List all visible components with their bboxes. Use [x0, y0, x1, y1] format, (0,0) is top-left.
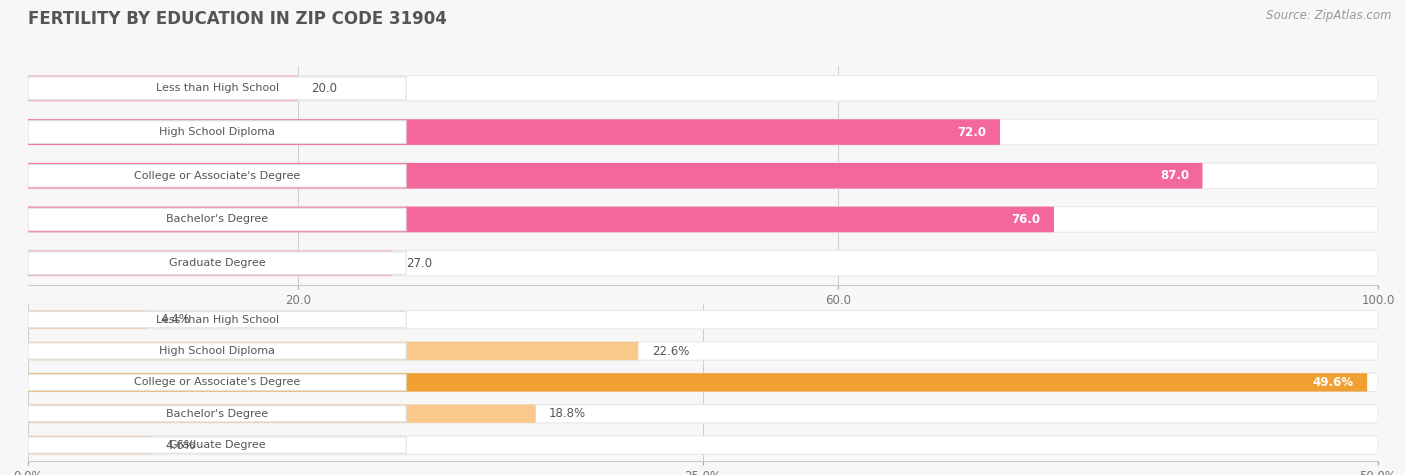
Text: 27.0: 27.0: [406, 256, 432, 270]
FancyBboxPatch shape: [28, 343, 406, 359]
FancyBboxPatch shape: [28, 119, 1000, 145]
FancyBboxPatch shape: [28, 163, 1378, 189]
FancyBboxPatch shape: [28, 406, 406, 422]
FancyBboxPatch shape: [28, 121, 406, 143]
Text: Bachelor's Degree: Bachelor's Degree: [166, 214, 269, 225]
FancyBboxPatch shape: [28, 437, 406, 453]
FancyBboxPatch shape: [28, 374, 406, 390]
Text: 4.6%: 4.6%: [166, 438, 195, 452]
Text: High School Diploma: High School Diploma: [159, 127, 276, 137]
Text: Source: ZipAtlas.com: Source: ZipAtlas.com: [1267, 10, 1392, 22]
FancyBboxPatch shape: [28, 342, 1378, 360]
FancyBboxPatch shape: [28, 436, 152, 454]
Text: College or Associate's Degree: College or Associate's Degree: [134, 377, 301, 388]
FancyBboxPatch shape: [28, 77, 406, 100]
FancyBboxPatch shape: [28, 311, 148, 329]
Text: High School Diploma: High School Diploma: [159, 346, 276, 356]
Text: Bachelor's Degree: Bachelor's Degree: [166, 408, 269, 419]
Text: 72.0: 72.0: [957, 125, 987, 139]
FancyBboxPatch shape: [28, 373, 1378, 391]
Text: Less than High School: Less than High School: [156, 83, 278, 94]
FancyBboxPatch shape: [28, 252, 406, 275]
FancyBboxPatch shape: [28, 164, 406, 187]
FancyBboxPatch shape: [28, 405, 1378, 423]
Text: Graduate Degree: Graduate Degree: [169, 258, 266, 268]
Text: FERTILITY BY EDUCATION IN ZIP CODE 31904: FERTILITY BY EDUCATION IN ZIP CODE 31904: [28, 10, 447, 28]
FancyBboxPatch shape: [28, 312, 406, 328]
FancyBboxPatch shape: [28, 405, 536, 423]
FancyBboxPatch shape: [28, 250, 1378, 276]
FancyBboxPatch shape: [28, 342, 638, 360]
FancyBboxPatch shape: [28, 250, 392, 276]
FancyBboxPatch shape: [28, 436, 1378, 454]
Text: 49.6%: 49.6%: [1312, 376, 1354, 389]
Text: College or Associate's Degree: College or Associate's Degree: [134, 171, 301, 181]
Text: Graduate Degree: Graduate Degree: [169, 440, 266, 450]
FancyBboxPatch shape: [28, 207, 1054, 232]
Text: 22.6%: 22.6%: [652, 344, 689, 358]
Text: 76.0: 76.0: [1011, 213, 1040, 226]
FancyBboxPatch shape: [28, 207, 1378, 232]
Text: Less than High School: Less than High School: [156, 314, 278, 325]
FancyBboxPatch shape: [28, 208, 406, 231]
FancyBboxPatch shape: [28, 373, 1367, 391]
Text: 18.8%: 18.8%: [550, 407, 586, 420]
FancyBboxPatch shape: [28, 119, 1378, 145]
Text: 20.0: 20.0: [312, 82, 337, 95]
Text: 4.4%: 4.4%: [160, 313, 190, 326]
FancyBboxPatch shape: [28, 76, 298, 101]
FancyBboxPatch shape: [28, 163, 1202, 189]
FancyBboxPatch shape: [28, 311, 1378, 329]
Text: 87.0: 87.0: [1160, 169, 1189, 182]
FancyBboxPatch shape: [28, 76, 1378, 101]
